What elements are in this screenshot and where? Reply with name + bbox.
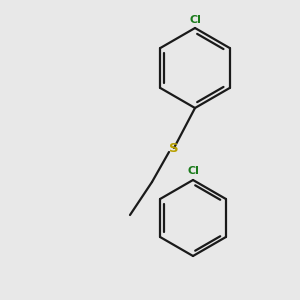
Text: S: S (169, 142, 179, 154)
Text: Cl: Cl (187, 166, 199, 176)
Text: Cl: Cl (189, 15, 201, 25)
